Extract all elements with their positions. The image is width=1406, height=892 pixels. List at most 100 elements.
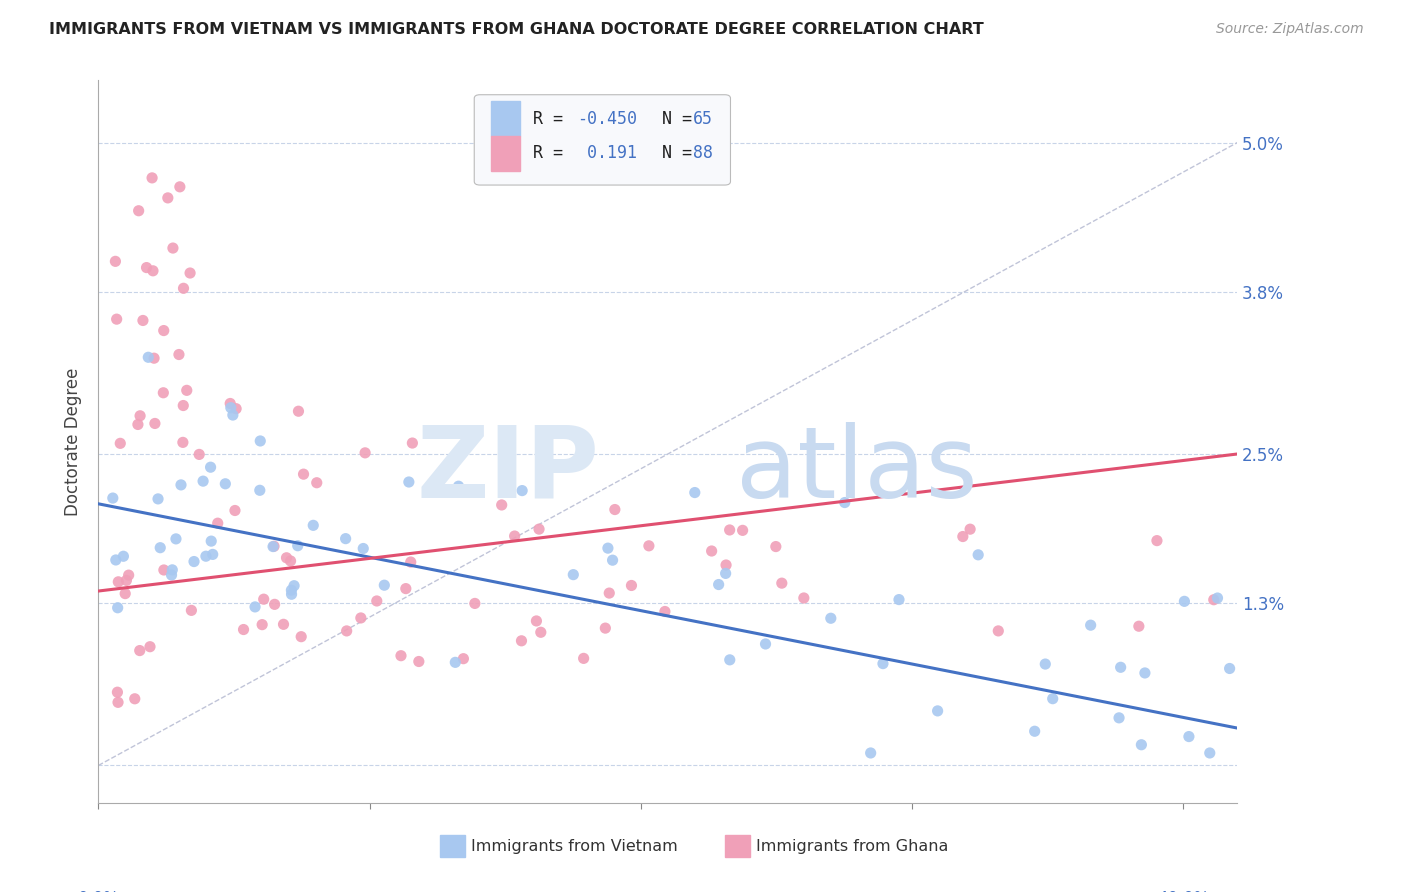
- Point: [496, 482, 519, 496]
- Text: N =: N =: [641, 145, 702, 162]
- Point: [149, 541, 172, 555]
- Point: [132, 313, 155, 327]
- Point: [219, 401, 242, 415]
- Point: [276, 550, 298, 565]
- Point: [305, 475, 328, 490]
- Point: [373, 578, 395, 592]
- Point: [395, 582, 418, 596]
- Point: [141, 170, 163, 185]
- Point: [104, 553, 127, 567]
- Text: Source: ZipAtlas.com: Source: ZipAtlas.com: [1216, 22, 1364, 37]
- Point: [292, 467, 315, 482]
- Point: [718, 523, 741, 537]
- Point: [127, 417, 149, 432]
- Point: [219, 396, 242, 410]
- Point: [1178, 730, 1201, 744]
- Point: [389, 648, 412, 663]
- Point: [136, 351, 159, 365]
- Point: [225, 401, 247, 416]
- Text: 0.0%: 0.0%: [77, 890, 120, 892]
- Point: [491, 498, 513, 512]
- Point: [1033, 657, 1056, 671]
- Point: [530, 625, 553, 640]
- Text: IMMIGRANTS FROM VIETNAM VS IMMIGRANTS FROM GHANA DOCTORATE DEGREE CORRELATION CH: IMMIGRANTS FROM VIETNAM VS IMMIGRANTS FR…: [49, 22, 984, 37]
- Point: [188, 447, 211, 461]
- Point: [114, 586, 136, 600]
- Point: [444, 656, 467, 670]
- Text: N =: N =: [641, 110, 702, 128]
- Point: [595, 621, 617, 635]
- Point: [176, 384, 198, 398]
- Text: Immigrants from Ghana: Immigrants from Ghana: [755, 838, 948, 854]
- Point: [201, 548, 224, 562]
- Point: [834, 495, 856, 509]
- Point: [172, 435, 194, 450]
- Point: [1173, 594, 1195, 608]
- Point: [398, 475, 420, 489]
- Point: [224, 503, 246, 517]
- Point: [115, 574, 138, 588]
- Point: [124, 691, 146, 706]
- Point: [602, 553, 624, 567]
- Point: [129, 409, 152, 423]
- Point: [350, 611, 373, 625]
- Point: [1128, 619, 1150, 633]
- Point: [1133, 665, 1156, 680]
- Point: [987, 624, 1010, 638]
- Text: -0.450: -0.450: [576, 110, 637, 128]
- Point: [1206, 591, 1229, 605]
- Point: [263, 539, 285, 553]
- Point: [1202, 592, 1225, 607]
- Point: [200, 534, 222, 549]
- Point: [526, 614, 548, 628]
- Point: [128, 643, 150, 657]
- Point: [152, 385, 174, 400]
- Point: [249, 483, 271, 498]
- Point: [173, 281, 195, 295]
- Point: [262, 540, 284, 554]
- Point: [1080, 618, 1102, 632]
- Point: [152, 324, 174, 338]
- Bar: [725, 835, 749, 857]
- Point: [1042, 691, 1064, 706]
- Point: [1130, 738, 1153, 752]
- Point: [714, 558, 737, 572]
- Point: [399, 555, 422, 569]
- Point: [336, 624, 359, 638]
- Point: [169, 179, 191, 194]
- Point: [714, 566, 737, 581]
- Point: [754, 637, 776, 651]
- Y-axis label: Doctorate Degree: Doctorate Degree: [65, 368, 83, 516]
- Bar: [491, 136, 520, 170]
- Point: [510, 483, 533, 498]
- Point: [335, 532, 357, 546]
- Point: [1108, 711, 1130, 725]
- Point: [352, 541, 374, 556]
- Point: [128, 203, 150, 218]
- Point: [765, 540, 787, 554]
- Point: [408, 655, 430, 669]
- Point: [107, 574, 129, 589]
- Point: [165, 532, 187, 546]
- Point: [207, 516, 229, 531]
- Point: [101, 491, 124, 505]
- Point: [603, 502, 626, 516]
- Point: [302, 518, 325, 533]
- Point: [183, 555, 205, 569]
- Point: [263, 598, 285, 612]
- Point: [872, 657, 894, 671]
- Point: [105, 312, 128, 326]
- Point: [287, 539, 309, 553]
- Point: [214, 476, 236, 491]
- Point: [232, 623, 254, 637]
- Point: [959, 522, 981, 536]
- Point: [156, 191, 179, 205]
- Text: atlas: atlas: [737, 422, 977, 519]
- Point: [179, 266, 201, 280]
- Point: [143, 417, 166, 431]
- Point: [194, 549, 217, 564]
- Bar: [440, 835, 465, 857]
- Point: [967, 548, 990, 562]
- Point: [453, 651, 475, 665]
- Point: [638, 539, 661, 553]
